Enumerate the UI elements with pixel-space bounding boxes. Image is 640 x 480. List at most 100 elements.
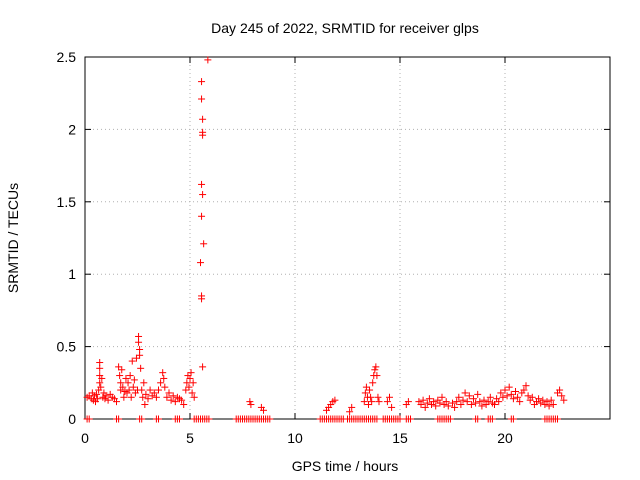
data-point: [507, 390, 515, 398]
data-point-baseline: [554, 415, 561, 423]
data-point: [547, 396, 555, 404]
data-point: [486, 393, 494, 401]
data-point: [157, 379, 165, 387]
data-point-baseline: [396, 415, 404, 423]
data-point: [444, 402, 452, 410]
data-point: [499, 393, 507, 401]
data-point: [96, 359, 104, 367]
grid-lines: [85, 57, 610, 419]
data-points: [83, 56, 568, 423]
data-point: [199, 363, 207, 371]
data-point-baseline: [474, 415, 482, 423]
data-point: [152, 393, 160, 401]
data-point: [137, 364, 145, 372]
data-point: [386, 393, 393, 401]
data-point: [449, 399, 456, 407]
data-point: [246, 398, 254, 406]
data-point: [165, 389, 173, 397]
data-point: [125, 386, 133, 394]
data-point: [198, 292, 206, 300]
data-point: [198, 95, 206, 103]
data-point: [140, 379, 148, 387]
data-point: [136, 351, 144, 359]
data-point: [503, 392, 511, 400]
data-point-baseline: [373, 415, 381, 423]
data-point: [119, 383, 127, 391]
x-tick-label: 15: [392, 430, 408, 446]
x-tick-label: 0: [81, 430, 89, 446]
data-point: [142, 390, 150, 398]
data-point: [188, 389, 196, 397]
data-point: [97, 383, 105, 391]
data-point: [346, 408, 354, 416]
data-point: [423, 399, 431, 407]
data-point: [509, 395, 517, 403]
data-point: [373, 372, 381, 380]
chart-title: Day 245 of 2022, SRMTID for receiver glp…: [211, 20, 479, 36]
data-point: [484, 398, 492, 406]
data-point: [96, 379, 104, 387]
data-point: [182, 386, 190, 394]
data-point: [169, 392, 177, 400]
data-point: [113, 398, 120, 406]
data-point: [372, 363, 380, 371]
data-point: [556, 386, 564, 394]
data-point-baseline: [509, 415, 517, 423]
data-point: [495, 398, 503, 406]
data-point: [535, 395, 543, 403]
data-point: [457, 401, 465, 409]
data-point: [476, 398, 484, 406]
data-point: [432, 402, 440, 410]
data-point: [139, 393, 147, 401]
data-point: [132, 354, 140, 362]
data-point: [404, 398, 412, 406]
data-point: [204, 56, 212, 64]
data-point: [367, 393, 375, 401]
data-point: [159, 369, 167, 377]
data-point: [198, 78, 206, 86]
data-point: [155, 386, 162, 394]
data-point: [438, 393, 446, 401]
data-point-baseline: [138, 415, 146, 423]
data-point: [474, 390, 482, 398]
data-point: [101, 395, 109, 403]
data-point: [331, 396, 339, 404]
x-axis-label: GPS time / hours: [292, 458, 399, 474]
data-point: [558, 392, 566, 400]
data-point: [104, 396, 112, 404]
data-point: [199, 115, 207, 123]
data-point: [368, 398, 376, 406]
data-point-baseline: [85, 415, 93, 423]
data-point: [102, 392, 110, 400]
data-point: [118, 366, 126, 374]
data-point: [126, 372, 134, 380]
data-point: [560, 396, 568, 404]
data-point: [480, 396, 488, 404]
data-point: [150, 389, 158, 397]
data-point: [419, 396, 427, 404]
data-point: [549, 401, 557, 409]
data-point: [199, 131, 207, 139]
data-point-baseline: [176, 415, 183, 423]
data-point: [467, 401, 475, 409]
data-point: [369, 379, 377, 387]
data-point: [371, 366, 379, 374]
data-point: [455, 393, 463, 401]
data-point: [539, 396, 547, 404]
data-point: [360, 398, 368, 406]
y-tick-label: 0.5: [57, 339, 77, 355]
data-point: [146, 386, 154, 394]
data-point: [497, 389, 505, 397]
data-point: [366, 386, 374, 394]
x-tick-label: 10: [287, 430, 303, 446]
data-point: [461, 389, 469, 397]
data-point: [128, 357, 136, 365]
data-point-baseline: [155, 415, 162, 423]
data-point: [505, 383, 513, 391]
data-point: [199, 191, 207, 199]
data-point: [459, 396, 467, 404]
data-point: [383, 398, 391, 406]
data-point-baseline: [488, 415, 496, 423]
data-point-baseline: [115, 415, 123, 423]
